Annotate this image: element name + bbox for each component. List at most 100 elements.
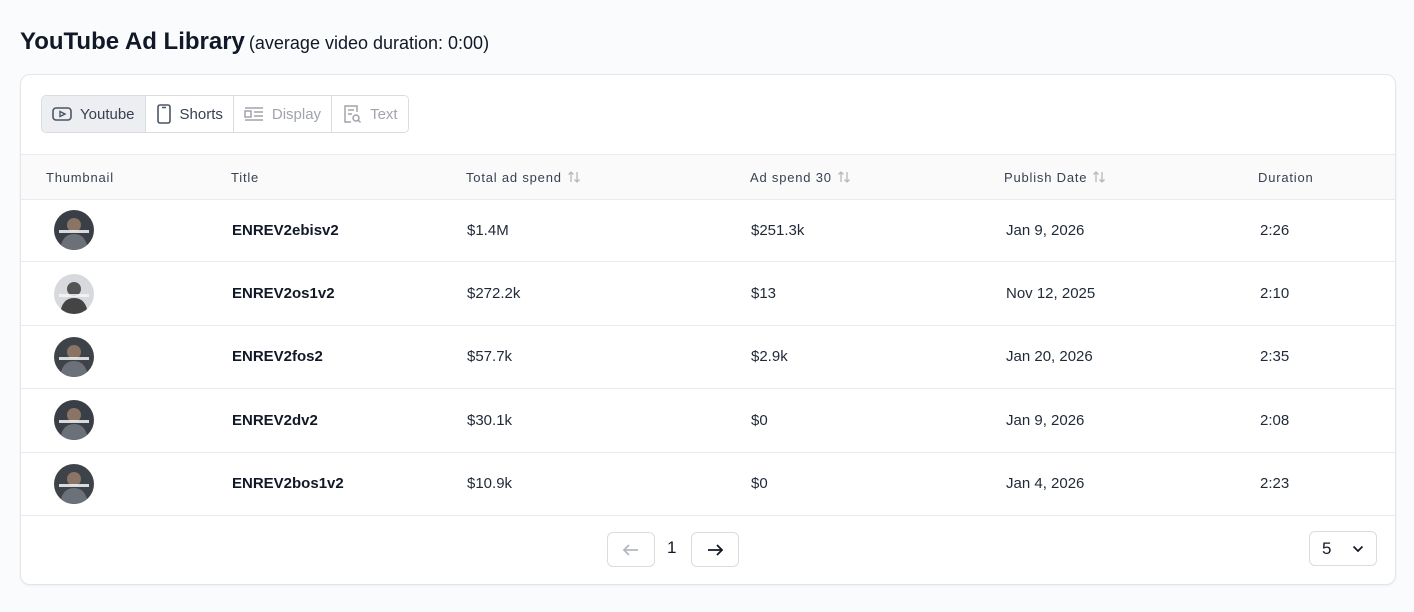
thumbnail-part [59,230,89,234]
current-page: 1 [667,538,677,557]
thumbnail-part [60,487,88,504]
tab-label: Shorts [179,105,223,123]
table-cell: 2:26 [1260,221,1290,239]
column-header: Thumbnail [46,155,114,199]
tab-label: Text [370,105,398,123]
thumbnail[interactable] [54,400,94,441]
table-row[interactable]: ENREV2os1v2 $272.2k $13 Nov 12, 2025 2:10 [21,262,1395,326]
table-row[interactable]: ENREV2bos1v2 $10.9k $0 Jan 4, 2026 2:23 [21,453,1395,516]
table-cell: $0 [751,475,768,493]
thumbnail-part [54,210,94,251]
display-icon [244,107,263,121]
table-cell: Jan 4, 2026 [1006,475,1085,493]
text-icon [344,105,362,124]
thumbnail-cell [54,199,94,261]
column-header: Ad spend 30 [750,155,851,199]
tab[interactable]: Youtube [42,96,145,132]
thumbnail-part [59,420,89,424]
sort-icon[interactable] [567,170,581,184]
thumbnail[interactable] [54,273,94,314]
thumbnail[interactable] [54,210,94,251]
thumbnail-part [60,360,88,377]
tab[interactable]: Text [331,96,408,132]
table-row[interactable]: ENREV2ebisv2 $1.4M $251.3k Jan 9, 2026 2:26 [21,199,1395,263]
thumbnail-part [59,483,89,487]
thumbnail-part [67,471,81,486]
column-header: Publish Date [1004,155,1106,199]
thumbnail-part [54,463,94,504]
title-cell: ENREV2ebisv2 [232,221,339,239]
thumbnail-part [54,273,94,314]
table-header: Thumbnail Title Total ad spend Ad spend … [21,154,1395,200]
table-row[interactable]: ENREV2dv2 $30.1k $0 Jan 9, 2026 2:08 [21,389,1395,453]
thumbnail[interactable] [54,463,94,504]
table-cell: 2:10 [1260,285,1290,303]
table-cell: Jan 9, 2026 [1006,411,1085,429]
shorts-icon [156,104,171,124]
tab[interactable]: Shorts [144,96,233,132]
thumbnail-cell [54,326,94,388]
table-cell: 2:23 [1260,475,1290,493]
tab-label: Display [271,105,322,123]
thumbnail-part [60,424,88,441]
column-label: Duration [1258,169,1314,185]
column-header: Total ad spend [466,155,581,199]
table-cell: $1.4M [467,221,509,239]
thumbnail-part [60,297,88,314]
table-cell: Jan 9, 2026 [1006,221,1085,239]
column-label: Thumbnail [46,169,114,185]
table-cell: $57.7k [467,348,513,366]
thumbnail-cell [54,262,94,324]
thumbnail-part [60,234,88,251]
ad-card: Youtube Shorts Display Text Thumbnail Ti… [20,74,1396,585]
thumbnail-part [59,356,89,360]
table-cell: 2:08 [1260,411,1290,429]
table-cell: $13 [751,285,777,303]
column-header: Title [231,155,259,199]
column-header: Duration [1258,155,1314,199]
sort-icon[interactable] [1092,170,1106,184]
page-title: YouTube Ad Library (average video duratio… [20,28,489,56]
sort-icon[interactable] [837,170,851,184]
chevron-icon [1352,545,1364,552]
table-cell: $2.9k [751,348,788,366]
table-row[interactable]: ENREV2fos2 $57.7k $2.9k Jan 20, 2026 2:35 [21,326,1395,390]
prev-page-button[interactable] [607,532,655,567]
youtube-icon [52,107,72,121]
table-cell: 2:35 [1260,348,1290,366]
title-cell: ENREV2os1v2 [232,285,335,303]
thumbnail-cell [54,453,94,515]
table-cell: $272.2k [467,285,521,303]
column-label: Publish Date [1004,169,1088,185]
table-cell: $0 [751,411,768,429]
tab-bar: Youtube Shorts Display Text [41,95,409,133]
thumbnail-part [67,218,81,233]
thumbnail-part [67,344,81,359]
thumbnail-part [54,400,94,441]
table-cell: Nov 12, 2025 [1006,285,1096,303]
title-cell: ENREV2bos1v2 [232,475,344,493]
next-page-button[interactable] [691,532,739,567]
tab-label: Youtube [80,105,135,123]
thumbnail-part [67,408,81,423]
tab[interactable]: Display [232,96,332,132]
subtitle: (average video duration: 0:00) [248,33,490,53]
thumbnail-part [67,281,81,296]
thumbnail[interactable] [54,336,94,377]
thumbnail-part [59,293,89,297]
title: YouTube Ad Library [20,28,245,55]
thumbnail-part [54,336,94,377]
table-cell: $30.1k [467,411,513,429]
table-cell: $10.9k [467,475,513,493]
column-label: Ad spend 30 [750,169,832,185]
title-cell: ENREV2dv2 [232,411,318,429]
page-size: 5 [1322,538,1332,558]
page-size-select[interactable]: 5 [1309,531,1377,566]
arrow-left-icon [622,543,638,556]
arrow-right-icon [708,543,724,556]
title-cell: ENREV2fos2 [232,348,323,366]
thumbnail-cell [54,389,94,451]
table-cell: $251.3k [751,221,805,239]
column-label: Total ad spend [466,169,562,185]
